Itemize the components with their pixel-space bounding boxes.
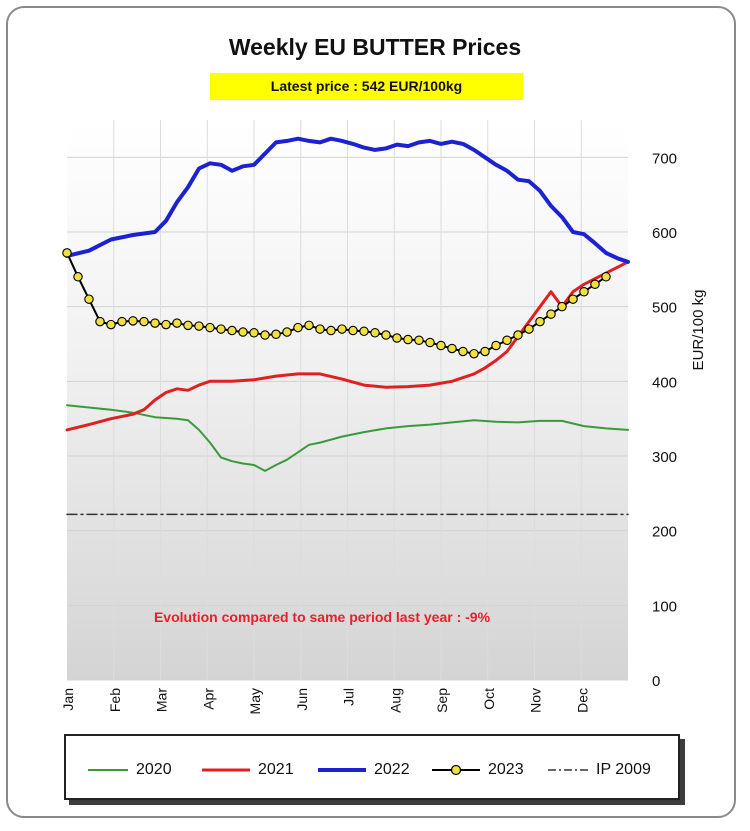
data-point-2023 bbox=[359, 326, 369, 337]
chart-title: Weekly EU BUTTER Prices bbox=[228, 34, 522, 60]
x-tick-label: Jun bbox=[294, 688, 310, 711]
data-point-2023 bbox=[447, 343, 457, 354]
legend-label-ip2009: IP 2009 bbox=[596, 761, 651, 778]
data-point-2023 bbox=[557, 301, 567, 312]
y-tick-label: 700 bbox=[652, 150, 677, 167]
x-tick-label: Sep bbox=[434, 688, 450, 713]
data-point-2023 bbox=[172, 318, 182, 328]
data-point-2023 bbox=[117, 316, 127, 327]
data-point-2023 bbox=[161, 319, 171, 330]
y-tick-label: 0 bbox=[652, 673, 660, 690]
data-point-2023 bbox=[128, 316, 138, 326]
data-point-2023 bbox=[491, 340, 501, 351]
x-tick-label: Apr bbox=[200, 688, 216, 710]
x-tick-label: Feb bbox=[107, 688, 123, 712]
x-tick-label: Jan bbox=[60, 688, 76, 711]
data-point-2023 bbox=[381, 330, 391, 340]
x-tick-label: Nov bbox=[528, 688, 544, 713]
x-tick-label: Jul bbox=[341, 688, 357, 706]
legend-item-2023: 2023 bbox=[430, 760, 524, 780]
data-point-2023 bbox=[216, 324, 226, 334]
data-point-2023 bbox=[392, 333, 402, 343]
y-tick-label: 100 bbox=[652, 598, 677, 615]
x-tick-label: Oct bbox=[481, 688, 497, 710]
data-point-2023 bbox=[502, 335, 512, 346]
legend-label-2022: 2022 bbox=[374, 761, 410, 778]
data-point-2023 bbox=[370, 328, 380, 338]
x-tick-label: Dec bbox=[574, 688, 590, 713]
data-point-2023 bbox=[414, 335, 424, 346]
data-point-2023 bbox=[425, 337, 435, 348]
data-point-2023 bbox=[469, 348, 479, 359]
data-point-2023 bbox=[546, 309, 556, 319]
latest-price-badge: Latest price : 542 EUR/100kg bbox=[210, 73, 523, 100]
data-point-2023 bbox=[304, 320, 314, 331]
y-tick-label: 500 bbox=[652, 300, 677, 317]
y-tick-label: 300 bbox=[652, 449, 677, 466]
data-point-2023 bbox=[348, 325, 358, 336]
legend-item-2021: 2021 bbox=[200, 760, 294, 780]
data-point-2023 bbox=[458, 346, 468, 357]
data-point-2023 bbox=[150, 318, 160, 328]
data-point-2023 bbox=[84, 294, 94, 304]
data-point-2023 bbox=[590, 279, 600, 290]
yoy-annotation: Evolution compared to same period last y… bbox=[154, 609, 491, 625]
legend-swatch-2020 bbox=[88, 769, 128, 771]
data-point-2023 bbox=[194, 321, 204, 331]
data-point-2023 bbox=[95, 316, 105, 327]
grid-lines bbox=[67, 120, 628, 681]
data-point-2023 bbox=[106, 319, 116, 330]
legend-swatch-2021 bbox=[202, 768, 250, 772]
data-point-2023 bbox=[337, 324, 347, 334]
legend: 2020 2021 2022 2023 IP 2009 bbox=[64, 734, 680, 800]
data-point-2023 bbox=[73, 272, 83, 282]
data-point-2023 bbox=[326, 325, 336, 336]
y-tick-label: 600 bbox=[652, 225, 677, 242]
series-line-2020 bbox=[66, 404, 629, 472]
data-point-2023 bbox=[513, 330, 523, 340]
legend-label-2021: 2021 bbox=[258, 761, 294, 778]
data-point-2023 bbox=[436, 340, 446, 351]
legend-swatch-ip2009 bbox=[548, 769, 588, 771]
data-point-2023 bbox=[260, 330, 270, 340]
data-point-2023 bbox=[183, 320, 193, 331]
y-tick-labels: 0 100 200 300 400 500 600 700 bbox=[652, 150, 677, 690]
legend-label-2020: 2020 bbox=[136, 761, 172, 778]
legend-label-2023: 2023 bbox=[488, 761, 524, 778]
data-point-2023 bbox=[535, 316, 545, 327]
data-point-2023 bbox=[139, 316, 149, 327]
data-point-2023 bbox=[205, 322, 215, 333]
y-tick-label: 200 bbox=[652, 524, 677, 541]
legend-swatch-2023 bbox=[432, 764, 480, 776]
data-point-2023 bbox=[480, 346, 490, 357]
series-line-2021 bbox=[65, 260, 630, 432]
legend-item-2022: 2022 bbox=[316, 760, 410, 780]
data-point-2023 bbox=[249, 328, 259, 338]
y-tick-label: 400 bbox=[652, 374, 677, 391]
data-point-2023 bbox=[238, 327, 248, 337]
data-point-2023 bbox=[524, 324, 534, 334]
legend-item-ip2009: IP 2009 bbox=[546, 760, 651, 780]
x-tick-label: Aug bbox=[387, 688, 403, 713]
data-point-2023 bbox=[568, 294, 578, 304]
x-tick-labels: Jan Feb Mar Apr May Jun Jul Aug Sep Oct Nov Dec bbox=[60, 688, 590, 715]
data-point-2023 bbox=[271, 329, 281, 340]
data-point-2023 bbox=[62, 248, 72, 258]
x-tick-label: May bbox=[247, 688, 263, 714]
data-point-2023 bbox=[293, 322, 303, 333]
data-point-2023 bbox=[403, 334, 413, 345]
legend-item-2020: 2020 bbox=[86, 760, 172, 780]
series-markers bbox=[62, 248, 611, 359]
series-line-2022 bbox=[65, 136, 630, 264]
data-point-2023 bbox=[579, 286, 589, 297]
data-point-2023 bbox=[315, 324, 325, 334]
legend-swatch-2022 bbox=[318, 768, 366, 772]
x-tick-label: Mar bbox=[154, 688, 170, 712]
data-point-2023 bbox=[282, 327, 292, 337]
data-point-2023 bbox=[227, 325, 237, 336]
data-point-2023 bbox=[601, 272, 611, 282]
y-axis-label: EUR/100 kg bbox=[690, 289, 707, 371]
